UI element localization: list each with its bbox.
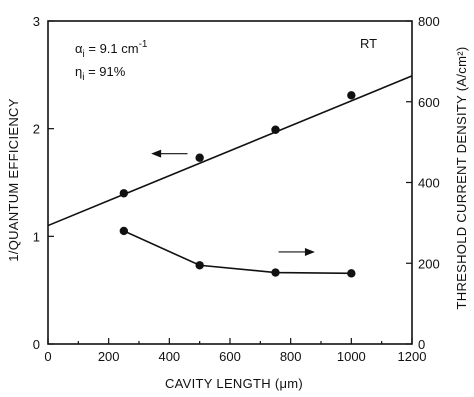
eta-annotation: ηi = 91% bbox=[75, 64, 126, 83]
efficiency-point bbox=[119, 189, 129, 198]
plot-area bbox=[47, 75, 413, 278]
x-tick-label: 800 bbox=[280, 349, 302, 364]
x-tick-label: 600 bbox=[219, 349, 241, 364]
efficiency-point bbox=[347, 91, 356, 100]
x-tick-label: 1200 bbox=[398, 349, 427, 364]
efficiency-point bbox=[195, 153, 204, 162]
y-right-tick-label: 0 bbox=[418, 337, 425, 352]
alpha-annotation: αi = 9.1 cm-1 bbox=[75, 39, 148, 60]
threshold-point bbox=[271, 268, 280, 277]
x-tick-label: 1000 bbox=[337, 349, 366, 364]
y-axis-left-label: 1/QUANTUM EFFICIENCY bbox=[6, 98, 21, 261]
x-axis-label: CAVITY LENGTH (μm) bbox=[165, 376, 303, 391]
threshold-point bbox=[195, 261, 204, 270]
left-axis-arrow-head bbox=[151, 149, 162, 158]
x-tick-label: 200 bbox=[98, 349, 120, 364]
y-left-tick-label: 3 bbox=[33, 14, 40, 29]
y-left-tick-label: 1 bbox=[33, 229, 40, 244]
y-left-tick-label: 2 bbox=[33, 122, 40, 137]
threshold-point bbox=[119, 226, 129, 236]
y-right-tick-label: 600 bbox=[418, 95, 440, 110]
y-left-tick-label: 0 bbox=[33, 337, 40, 352]
y-axis-right-label: THRESHOLD CURRENT DENSITY (A/cm²) bbox=[454, 47, 469, 310]
y-right-tick-label: 400 bbox=[418, 176, 440, 191]
efficiency-fit-line bbox=[47, 75, 413, 227]
x-tick-label: 400 bbox=[158, 349, 180, 364]
right-axis-arrow-head bbox=[304, 247, 315, 256]
threshold-line bbox=[123, 230, 352, 275]
rt-label: RT bbox=[360, 36, 377, 51]
y-right-tick-label: 200 bbox=[418, 256, 440, 271]
y-right-tick-label: 800 bbox=[418, 14, 440, 29]
threshold-point bbox=[347, 269, 356, 278]
x-tick-label: 0 bbox=[44, 349, 51, 364]
efficiency-point bbox=[271, 125, 280, 134]
